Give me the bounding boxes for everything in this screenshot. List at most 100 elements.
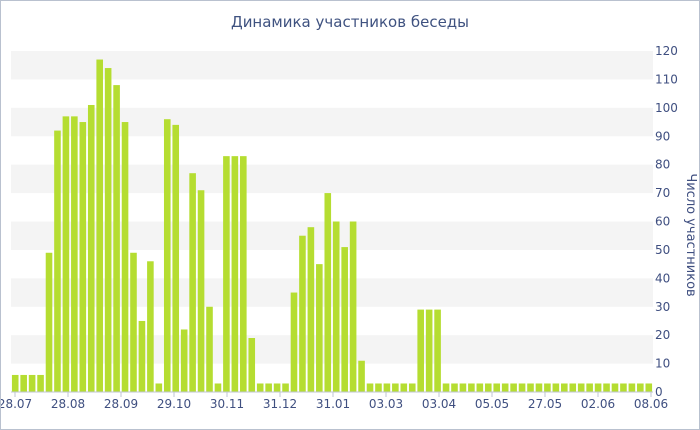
bar xyxy=(45,252,53,392)
y-tick-label: 10 xyxy=(655,357,670,371)
bar xyxy=(163,119,171,392)
bar xyxy=(392,383,399,392)
x-tick-label: 27.05 xyxy=(528,397,562,411)
bar xyxy=(256,383,264,392)
bar xyxy=(561,383,568,392)
bar xyxy=(87,104,95,393)
bar xyxy=(637,383,644,392)
bar xyxy=(332,221,340,392)
bar xyxy=(307,227,315,392)
bar xyxy=(527,383,534,392)
bar xyxy=(451,383,458,392)
bar xyxy=(206,306,213,392)
bar xyxy=(197,190,205,392)
y-tick-label: 70 xyxy=(655,186,670,200)
bar xyxy=(569,383,577,392)
bar xyxy=(358,360,365,392)
x-tick-label: 03.04 xyxy=(422,397,456,411)
bar xyxy=(408,383,416,392)
y-tick-label: 0 xyxy=(655,385,663,399)
bar xyxy=(620,383,627,392)
bar xyxy=(544,383,551,392)
bar xyxy=(459,383,467,392)
x-tick-label: 31.01 xyxy=(316,397,350,411)
y-tick-label: 60 xyxy=(655,215,670,229)
bar xyxy=(316,264,323,393)
bar xyxy=(341,247,348,392)
bar xyxy=(299,235,306,392)
bar xyxy=(594,383,602,392)
bar xyxy=(147,261,154,392)
bar xyxy=(273,383,281,392)
bar xyxy=(501,383,509,392)
bar xyxy=(400,383,408,392)
bar xyxy=(535,383,543,392)
bar xyxy=(484,383,492,392)
y-tick-label: 90 xyxy=(655,129,670,143)
bar xyxy=(282,383,289,392)
bar xyxy=(645,383,653,392)
bar xyxy=(79,122,87,392)
bar xyxy=(383,383,391,392)
bar xyxy=(324,193,332,392)
bar xyxy=(425,309,433,392)
bar xyxy=(248,338,256,392)
bar xyxy=(138,320,146,392)
bar xyxy=(223,156,230,392)
y-tick-label: 20 xyxy=(655,328,670,342)
bar xyxy=(493,383,501,392)
bar xyxy=(603,383,610,392)
x-axis-ticks: 28.07 28.08 28.09 29.10 30.11 31.12 31.01 03.03… xyxy=(1,392,668,411)
bar xyxy=(611,383,619,392)
bar xyxy=(71,116,78,393)
bar xyxy=(628,383,636,392)
y-axis-label: Число участников xyxy=(683,173,698,296)
x-tick-label: 28.09 xyxy=(104,397,138,411)
bar xyxy=(265,383,272,392)
bar xyxy=(476,383,484,392)
x-tick-label: 03.03 xyxy=(369,397,403,411)
bar xyxy=(37,374,44,392)
bar xyxy=(96,59,103,392)
x-tick-label: 30.11 xyxy=(210,397,244,411)
bar xyxy=(104,68,112,393)
bar xyxy=(155,383,163,392)
bar xyxy=(130,252,137,392)
x-tick-label: 05.05 xyxy=(475,397,509,411)
y-tick-label: 30 xyxy=(655,300,670,314)
bar xyxy=(62,116,70,393)
bars xyxy=(11,59,653,393)
grid-band xyxy=(11,51,653,80)
x-tick-label: 28.08 xyxy=(51,397,85,411)
bar xyxy=(121,122,129,392)
bar xyxy=(189,173,196,392)
bar xyxy=(417,309,424,392)
bar xyxy=(442,383,450,392)
bar xyxy=(11,374,19,392)
y-axis-ticks: 0 10 20 30 40 50 60 70 80 90 100 110 120 xyxy=(655,44,678,399)
bar xyxy=(172,124,180,392)
bar xyxy=(510,383,517,392)
y-tick-label: 100 xyxy=(655,101,678,115)
bar xyxy=(214,383,222,392)
y-tick-label: 50 xyxy=(655,243,670,257)
bar xyxy=(180,329,188,392)
y-tick-label: 110 xyxy=(655,72,678,86)
chart-title: Динамика участников беседы xyxy=(230,13,470,31)
bar xyxy=(231,156,239,392)
bar xyxy=(20,374,27,392)
bar xyxy=(54,130,61,392)
bar xyxy=(552,383,560,392)
bar xyxy=(375,383,382,392)
x-tick-label: 28.07 xyxy=(1,397,32,411)
bar xyxy=(366,383,374,392)
bar xyxy=(113,85,120,392)
bar xyxy=(28,374,36,392)
bar xyxy=(240,156,247,392)
bar xyxy=(468,383,475,392)
y-tick-label: 80 xyxy=(655,158,670,172)
y-tick-label: 120 xyxy=(655,44,678,58)
y-tick-label: 40 xyxy=(655,271,670,285)
bar xyxy=(577,383,585,392)
